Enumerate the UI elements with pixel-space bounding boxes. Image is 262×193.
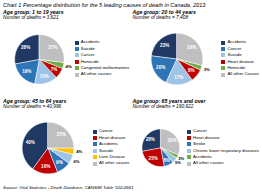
html-text:Homicide: Homicide (227, 65, 246, 70)
html-text:Accidents: Accidents (98, 141, 118, 147)
html-text:Homicide: Homicide (80, 58, 99, 64)
html-text:Heart disease: Heart disease (193, 134, 220, 140)
svg-text:19%: 19% (22, 69, 31, 74)
svg-text:40%: 40% (26, 140, 35, 145)
html-text:Age group: 1 to 19 years: Age group: 1 to 19 years (3, 9, 64, 15)
html-text:Heart disease: Heart disease (98, 134, 126, 140)
svg-text:4%: 4% (77, 149, 83, 154)
svg-text:31%: 31% (167, 138, 176, 143)
svg-text:23%: 23% (161, 43, 170, 48)
html-text:Number of deaths = 7,408: Number of deaths = 7,408 (132, 15, 189, 21)
html-text:All other causes: All other causes (98, 160, 130, 166)
html-text:Accidents: Accidents (80, 39, 100, 45)
svg-text:15%: 15% (40, 74, 49, 79)
html-text:Age group: 65 years and over: Age group: 65 years and over (132, 98, 206, 104)
svg-text:29%: 29% (188, 45, 197, 50)
svg-text:7%: 7% (51, 67, 58, 72)
svg-text:28%: 28% (145, 137, 154, 142)
html-text:All other Causes: All other Causes (227, 71, 259, 77)
svg-text:27%: 27% (48, 45, 57, 50)
html-text:Cancer: Cancer (98, 128, 113, 134)
html-text:Number of deaths = 3,621: Number of deaths = 3,621 (3, 15, 59, 21)
html-text:Suicide: Suicide (227, 52, 242, 58)
html-text:Source: Vital Statistics - Dea: Source: Vital Statistics - Death Databas… (3, 185, 135, 190)
html-text:Age group: 45 to 64 years: Age group: 45 to 64 years (3, 98, 67, 104)
html-text:Congenital malformations: Congenital malformations (80, 65, 130, 70)
html-text:Suicide: Suicide (80, 45, 95, 51)
html-text:All other causes: All other causes (80, 71, 112, 77)
html-text:Cancer: Cancer (80, 52, 95, 58)
html-text:Cancer: Cancer (227, 45, 242, 51)
html-text:Age group: 20 to 44 years: Age group: 20 to 44 years (132, 9, 196, 15)
svg-text:25%: 25% (57, 132, 66, 137)
svg-text:17%: 17% (175, 75, 184, 80)
svg-text:8%: 8% (189, 68, 196, 73)
html-text:Number of deaths = 40,996: Number of deaths = 40,996 (3, 104, 62, 110)
html-text:Heart disease: Heart disease (227, 58, 254, 64)
svg-text:16%: 16% (42, 164, 51, 169)
svg-text:28%: 28% (21, 45, 30, 50)
svg-text:25%: 25% (148, 157, 157, 162)
html-text:Suicide: Suicide (98, 147, 113, 153)
svg-text:6%: 6% (74, 159, 80, 164)
html-text:Accidents: Accidents (193, 154, 212, 159)
html-text:Accidents: Accidents (227, 39, 247, 45)
html-text:Cancer: Cancer (193, 128, 207, 134)
html-text:Stroke: Stroke (193, 141, 206, 147)
svg-text:3%: 3% (204, 67, 210, 72)
html-text:Chronic lower respiratory dise: Chronic lower respiratory diseases (193, 147, 259, 153)
svg-text:8%: 8% (163, 158, 170, 163)
svg-text:3%: 3% (178, 156, 184, 161)
html-text:Number of deaths = 190,622: Number of deaths = 190,622 (132, 104, 194, 110)
html-text:Liver Disease: Liver Disease (98, 154, 125, 159)
svg-text:4%: 4% (66, 64, 72, 69)
svg-text:5%: 5% (175, 161, 181, 166)
svg-text:20%: 20% (157, 66, 166, 71)
svg-text:9%: 9% (57, 160, 64, 165)
html-text:All other causes: All other causes (193, 160, 224, 166)
html-text:Chart 1 Percentage distributio: Chart 1 Percentage distribution for the … (3, 2, 206, 8)
